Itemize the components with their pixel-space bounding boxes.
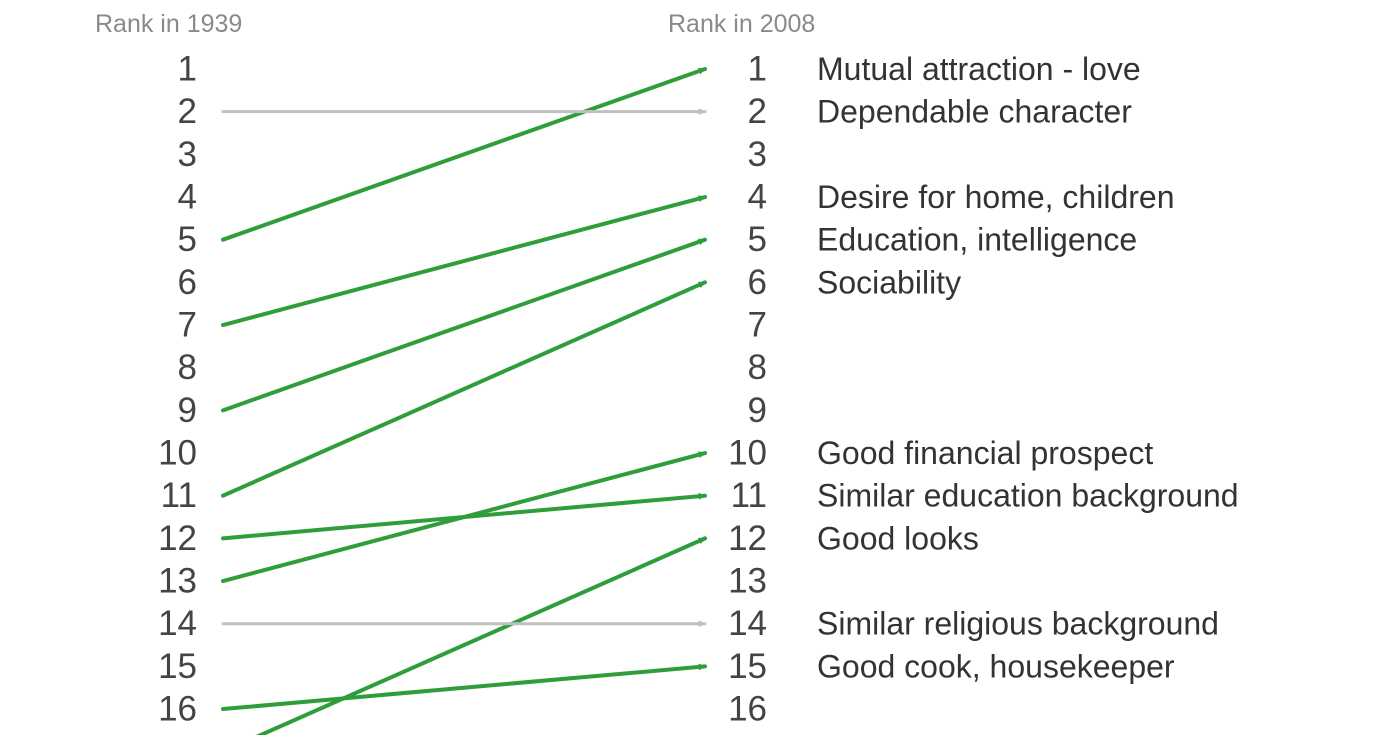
attribute-label: Good financial prospect xyxy=(817,435,1153,471)
attribute-label: Desire for home, children xyxy=(817,179,1174,215)
rank-change-arrow xyxy=(221,663,707,712)
left-rank-label: 13 xyxy=(158,562,197,601)
right-rank-label: 1 xyxy=(748,50,767,89)
right-rank-label: 5 xyxy=(748,220,767,259)
attribute-label: Education, intelligence xyxy=(817,222,1137,258)
right-rank-label: 10 xyxy=(728,434,767,473)
rank-change-arrow xyxy=(221,195,707,328)
attribute-label: Similar education background xyxy=(817,478,1239,514)
left-rank-label: 10 xyxy=(158,434,197,473)
left-rank-label: 8 xyxy=(178,348,197,387)
left-rank-label: 2 xyxy=(178,92,197,131)
right-rank-label: 2 xyxy=(748,92,767,131)
right-rank-label: 7 xyxy=(748,306,767,345)
left-rank-label: 12 xyxy=(158,519,197,558)
left-column-header: Rank in 1939 xyxy=(95,10,242,38)
left-rank-label: 9 xyxy=(178,391,197,430)
attribute-label: Similar religious background xyxy=(817,606,1219,642)
left-rank-label: 16 xyxy=(158,690,197,729)
right-rank-label: 15 xyxy=(728,647,767,686)
left-rank-label: 4 xyxy=(178,178,197,217)
attribute-label: Mutual attraction - love xyxy=(817,51,1141,87)
left-rank-label: 6 xyxy=(178,263,197,302)
left-rank-label: 1 xyxy=(178,50,197,89)
right-rank-label: 3 xyxy=(748,135,767,174)
attribute-label: Dependable character xyxy=(817,94,1132,130)
attribute-label: Good looks xyxy=(817,520,979,556)
right-rank-label: 9 xyxy=(748,391,767,430)
left-rank-label: 5 xyxy=(178,220,197,259)
right-rank-label: 4 xyxy=(748,178,767,217)
left-rank-label: 11 xyxy=(161,476,197,515)
rank-change-arrow xyxy=(221,492,707,541)
rank-change-arrow xyxy=(221,280,707,498)
left-rank-label: 7 xyxy=(178,306,197,345)
right-rank-label: 8 xyxy=(748,348,767,387)
right-rank-label: 12 xyxy=(728,519,767,558)
attribute-label: Sociability xyxy=(817,264,961,300)
right-rank-label: 11 xyxy=(731,476,767,515)
right-rank-label: 14 xyxy=(728,604,767,643)
rank-change-arrow xyxy=(221,237,707,413)
left-rank-label: 15 xyxy=(158,647,197,686)
right-rank-label: 13 xyxy=(728,562,767,601)
left-rank-label: 3 xyxy=(178,135,197,174)
right-column-header: Rank in 2008 xyxy=(668,10,815,38)
attribute-label: Good cook, housekeeper xyxy=(817,648,1175,684)
left-rank-label: 14 xyxy=(158,604,197,643)
rank-change-arrow xyxy=(255,536,707,735)
connector-lines xyxy=(221,67,707,735)
attribute-labels: Mutual attraction - love Dependable chara… xyxy=(817,51,1239,684)
right-rank-label: 16 xyxy=(728,690,767,729)
rank-change-arrow xyxy=(221,67,707,242)
right-rank-label: 6 xyxy=(748,263,767,302)
